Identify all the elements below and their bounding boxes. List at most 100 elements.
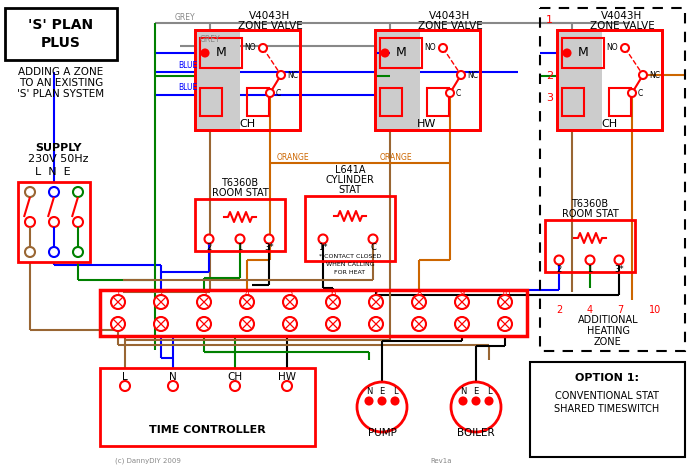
Text: GREY: GREY <box>200 36 221 44</box>
Circle shape <box>235 234 244 243</box>
Bar <box>609 88 631 116</box>
Circle shape <box>621 44 629 52</box>
Circle shape <box>73 187 83 197</box>
Text: CH: CH <box>239 119 255 129</box>
Text: 10: 10 <box>500 288 510 298</box>
Text: 1: 1 <box>115 288 121 298</box>
Text: E: E <box>473 387 479 395</box>
Text: M: M <box>215 46 226 59</box>
Text: NO: NO <box>607 44 618 52</box>
Bar <box>195 30 240 130</box>
Text: BLUE: BLUE <box>178 83 197 93</box>
Text: ZONE: ZONE <box>594 337 622 347</box>
Bar <box>100 290 527 336</box>
Circle shape <box>240 295 254 309</box>
Bar <box>562 38 604 68</box>
Text: Rev1a: Rev1a <box>430 458 451 464</box>
Circle shape <box>326 295 340 309</box>
Bar <box>540 8 685 351</box>
Text: L: L <box>393 387 397 395</box>
Circle shape <box>486 397 493 404</box>
Circle shape <box>204 234 213 243</box>
Circle shape <box>168 381 178 391</box>
Text: ORANGE: ORANGE <box>277 153 310 161</box>
Text: 4: 4 <box>244 288 250 298</box>
Bar <box>427 88 449 116</box>
Text: 9: 9 <box>460 288 464 298</box>
Text: 1*: 1* <box>318 243 328 253</box>
Text: V4043H: V4043H <box>429 11 471 21</box>
Bar <box>195 30 300 130</box>
Circle shape <box>197 317 211 331</box>
Bar <box>557 30 662 130</box>
Circle shape <box>366 397 373 404</box>
Circle shape <box>455 317 469 331</box>
Text: PLUS: PLUS <box>41 36 81 50</box>
Circle shape <box>266 89 274 97</box>
Text: SUPPLY: SUPPLY <box>34 143 81 153</box>
Circle shape <box>201 50 208 57</box>
Circle shape <box>264 234 273 243</box>
Text: N: N <box>169 372 177 382</box>
Text: * CONTACT CLOSED: * CONTACT CLOSED <box>319 255 381 259</box>
Circle shape <box>326 317 340 331</box>
Text: 5: 5 <box>287 288 293 298</box>
Circle shape <box>439 44 447 52</box>
Bar <box>195 30 300 130</box>
Text: 3*: 3* <box>614 264 624 273</box>
Text: HEATING: HEATING <box>586 326 629 336</box>
Text: ZONE VALVE: ZONE VALVE <box>590 21 654 31</box>
Circle shape <box>25 217 35 227</box>
Text: OPTION 1:: OPTION 1: <box>575 373 639 383</box>
Bar <box>380 88 402 116</box>
Circle shape <box>111 317 125 331</box>
Text: 10: 10 <box>649 305 661 315</box>
Text: SHARED TIMESWITCH: SHARED TIMESWITCH <box>554 404 660 414</box>
Text: 2: 2 <box>159 288 164 298</box>
Text: NC: NC <box>649 71 660 80</box>
Text: BLUE: BLUE <box>178 60 197 70</box>
Text: 3: 3 <box>546 93 553 103</box>
Text: ROOM STAT: ROOM STAT <box>212 188 268 198</box>
Circle shape <box>369 295 383 309</box>
Circle shape <box>455 295 469 309</box>
Text: 7: 7 <box>373 288 379 298</box>
Bar <box>557 30 602 130</box>
Text: ROOM STAT: ROOM STAT <box>562 209 618 219</box>
Bar <box>557 30 662 130</box>
Circle shape <box>369 317 383 331</box>
Text: 2: 2 <box>546 71 553 81</box>
Circle shape <box>259 44 267 52</box>
Circle shape <box>111 295 125 309</box>
Circle shape <box>555 256 564 264</box>
Circle shape <box>49 187 59 197</box>
Text: L641A: L641A <box>335 165 365 175</box>
Text: M: M <box>395 46 406 59</box>
Text: PUMP: PUMP <box>368 428 397 438</box>
Text: N: N <box>460 387 466 395</box>
Bar <box>375 30 480 130</box>
Circle shape <box>73 217 83 227</box>
Circle shape <box>564 50 571 57</box>
Text: V4043H: V4043H <box>602 11 642 21</box>
Bar <box>380 38 422 68</box>
Text: (c) DannyDIY 2009: (c) DannyDIY 2009 <box>115 458 181 464</box>
Text: ORANGE: ORANGE <box>380 153 413 161</box>
Text: T6360B: T6360B <box>221 178 259 188</box>
Circle shape <box>460 397 466 404</box>
Circle shape <box>319 234 328 243</box>
Circle shape <box>282 381 292 391</box>
Text: BOILER: BOILER <box>457 428 495 438</box>
Circle shape <box>639 71 647 79</box>
Text: NO: NO <box>244 44 256 52</box>
Text: L: L <box>122 372 128 382</box>
Text: CONVENTIONAL STAT: CONVENTIONAL STAT <box>555 391 659 401</box>
Text: HW: HW <box>417 119 437 129</box>
Bar <box>247 88 269 116</box>
Text: HW: HW <box>278 372 296 382</box>
Bar <box>375 30 420 130</box>
Circle shape <box>368 234 377 243</box>
Bar <box>305 196 395 261</box>
Text: V4043H: V4043H <box>249 11 290 21</box>
Circle shape <box>473 397 480 404</box>
